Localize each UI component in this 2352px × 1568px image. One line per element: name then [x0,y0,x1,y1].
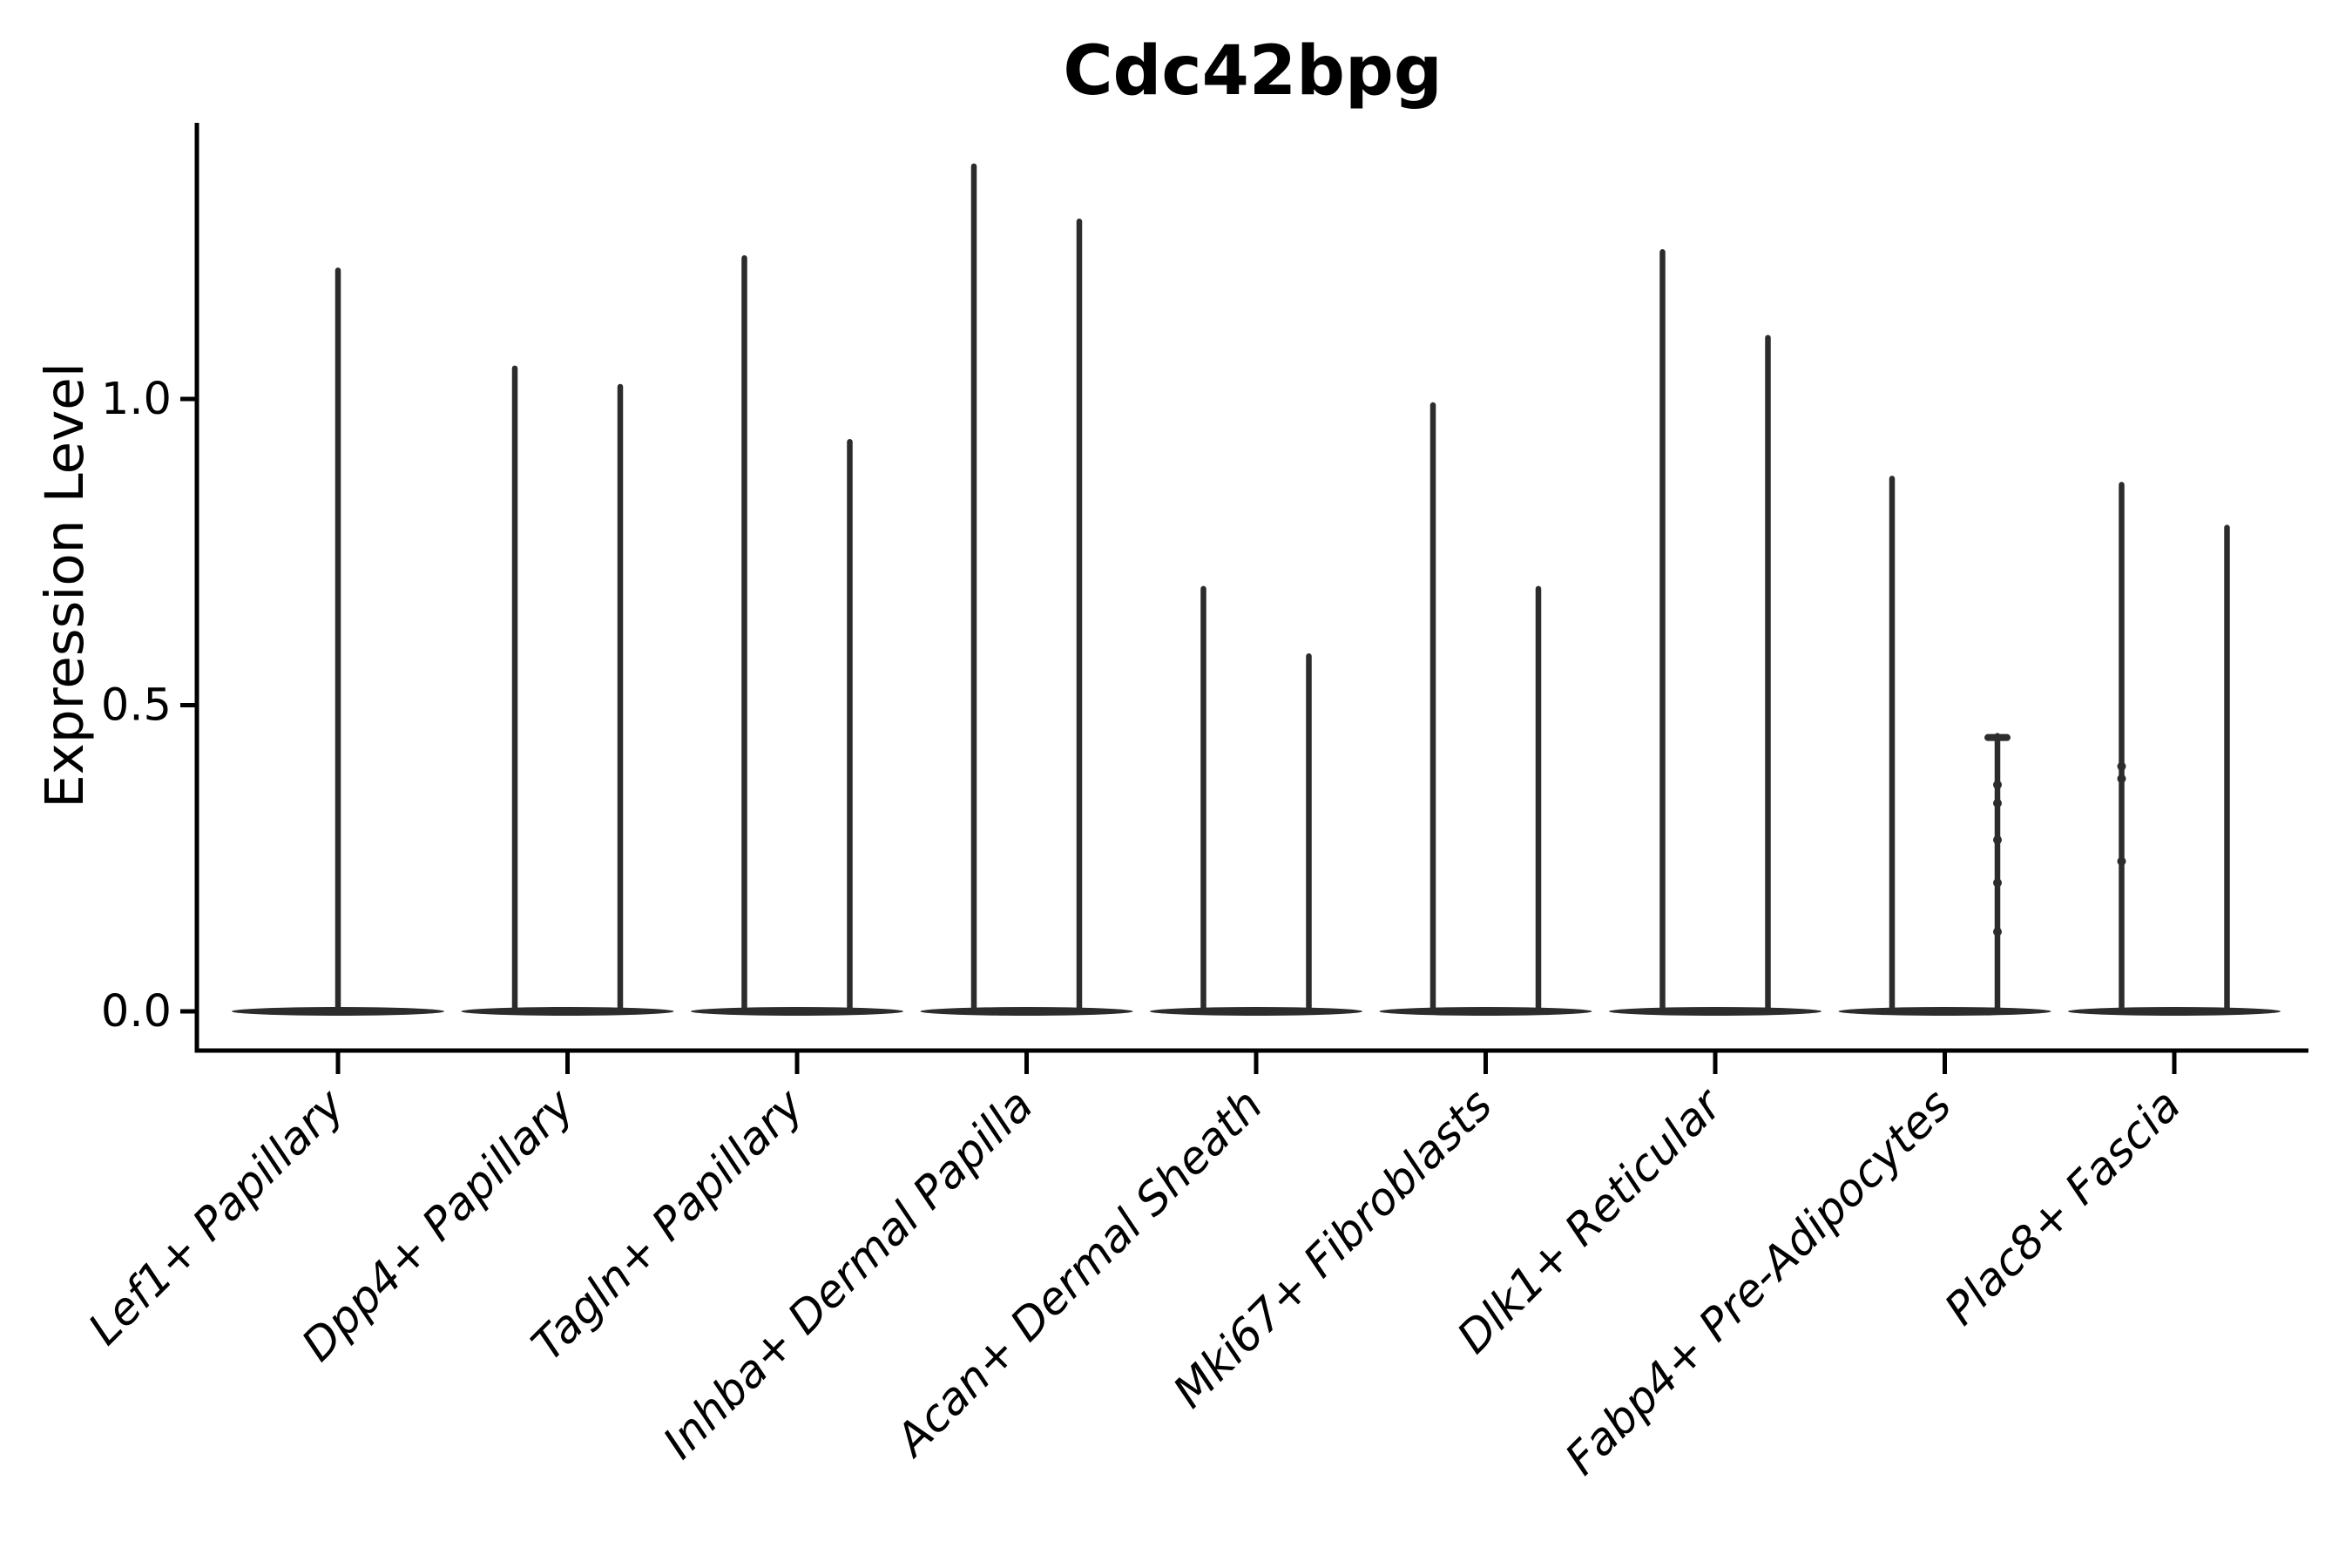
violin-group [691,255,903,1016]
x-tick-label: Inhba+ Dermal Papilla [654,1079,1044,1469]
spike-knot [2117,761,2126,771]
spike-knot [1993,835,2002,845]
violin-base [1838,1007,2051,1016]
violin-group [2068,482,2281,1016]
y-axis: 0.0 0.5 1.0 [101,374,197,1037]
violin-group [1609,249,1821,1016]
spike-knot [2117,856,2126,866]
axes-spines [194,123,2308,1053]
violin-group [1150,585,1362,1016]
x-tick-label: Plac8+ Fascia [1936,1079,2192,1335]
y-tick-label: 0.5 [101,680,172,732]
violin-base [461,1007,674,1016]
y-tick-label: 1.0 [101,374,172,425]
spike-knot [1993,927,2002,936]
spike-knot [2117,774,2126,783]
spike-knot [1993,878,2002,888]
violin-base [691,1007,903,1016]
violins [232,163,2281,1016]
violin-base [1609,1007,1821,1016]
chart-title: Cdc42bpg [1063,32,1442,111]
violin-base [2068,1007,2281,1016]
y-tick-label: 0.0 [101,986,172,1037]
spike-knot [1993,780,2002,789]
violin-group [232,267,444,1016]
x-tick-label: Acan+ Dermal Sheath [885,1079,1273,1467]
violin-base [1150,1007,1362,1016]
spike-knot [1993,798,2002,808]
violin-group [1838,476,2051,1016]
violin-base [1379,1007,1592,1016]
violin-base [920,1007,1133,1016]
y-axis-label: Expression Level [34,362,96,808]
violin-group [1379,402,1592,1016]
violin-group [920,163,1133,1016]
x-tick-label: Fabp4+ Pre-Adipocytes [1556,1079,1962,1485]
violin-group [461,365,674,1016]
